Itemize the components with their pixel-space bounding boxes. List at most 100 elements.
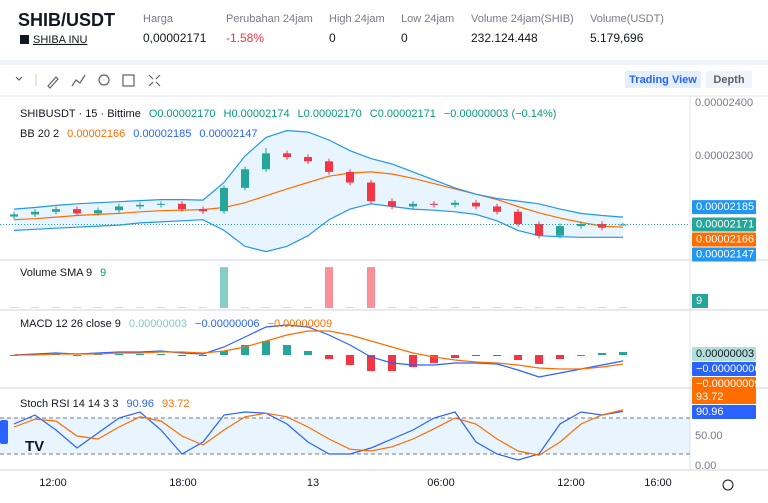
volume-bar	[451, 307, 459, 308]
candle-body	[409, 203, 417, 207]
volume-bar	[220, 267, 228, 308]
volume-bar	[94, 307, 102, 308]
candle-body	[220, 187, 228, 212]
legend-text: SHIBUSDT · 15 · Bittime	[20, 108, 141, 120]
y-tick-label: 0.00002400	[695, 97, 753, 109]
settings-icon[interactable]	[722, 479, 734, 491]
tab-label[interactable]: Depth	[713, 74, 744, 86]
fullscreen-icon[interactable]	[148, 74, 161, 87]
volume-bar	[10, 307, 18, 308]
x-tick-label: 13	[307, 477, 319, 489]
volume-bar	[577, 307, 585, 308]
macd-histogram	[409, 355, 417, 367]
settings-icon[interactable]	[98, 74, 110, 86]
legend-text: Volume SMA 9	[20, 267, 92, 279]
candle-body	[325, 161, 333, 172]
stat-value: -1.58%	[226, 31, 264, 45]
legend-text: 0.00002166	[67, 128, 125, 140]
price-tag	[692, 390, 756, 404]
candle-body	[451, 202, 459, 205]
volume-bar	[283, 307, 291, 308]
volume-bar	[619, 307, 627, 308]
price-tag	[692, 247, 756, 262]
macd-histogram	[346, 355, 354, 365]
macd-histogram	[241, 345, 249, 355]
macd-histogram	[136, 354, 144, 355]
candle-body	[472, 202, 480, 207]
price-tag	[692, 347, 756, 361]
save-icon[interactable]	[122, 74, 135, 87]
volume-bar	[346, 307, 354, 308]
coin-icon	[20, 35, 29, 44]
tab-depth[interactable]	[706, 71, 752, 88]
side-tab[interactable]	[0, 420, 8, 444]
price-tag	[692, 200, 756, 215]
y-tick-label: 0.00	[695, 460, 716, 472]
price-tag-label: 0.00002185	[696, 201, 754, 213]
band-line	[13, 203, 623, 253]
candle-body	[283, 153, 291, 158]
tab-trading-view[interactable]	[625, 71, 701, 88]
candle-body	[430, 203, 438, 205]
candle-body	[535, 223, 543, 236]
candle-body	[199, 209, 207, 212]
candle-body	[10, 214, 18, 217]
stat-value: 232.124.448	[471, 31, 538, 45]
y-tick-label: 50.00	[695, 430, 723, 442]
candle-body	[619, 224, 627, 226]
macd-histogram	[535, 355, 543, 364]
candle-body	[598, 223, 606, 228]
legend-text: −0.00000006	[195, 318, 260, 330]
candle-body	[577, 223, 585, 227]
indicator-icon[interactable]	[71, 74, 86, 87]
x-tick-label: 16:00	[644, 477, 672, 489]
x-tick-label: 06:00	[427, 477, 455, 489]
stoch-line	[13, 410, 624, 461]
coin-link[interactable]: SHIBA INU	[33, 34, 87, 46]
header-bar	[0, 0, 768, 60]
candle-body	[136, 204, 144, 207]
stat-label: Harga	[143, 13, 174, 25]
macd-histogram	[451, 355, 459, 358]
candle-body	[388, 201, 396, 207]
candle-body	[52, 209, 60, 212]
stat-value: 0	[329, 31, 336, 45]
volume-bar	[514, 307, 522, 308]
volume-bar	[52, 307, 60, 308]
stat-label: Low 24jam	[401, 13, 454, 25]
volume-bar	[535, 307, 543, 308]
price-tag-label: 0.00000003	[696, 348, 754, 360]
macd-histogram	[283, 345, 291, 355]
candle-body	[367, 182, 375, 202]
dropdown-icon[interactable]	[15, 76, 23, 81]
candle-body	[31, 211, 39, 215]
legend-text: 0.00000003	[129, 318, 187, 330]
stat-value: 0,00002171	[143, 31, 207, 45]
volume-bar	[598, 307, 606, 308]
candle-body	[94, 210, 102, 214]
candle-body	[556, 226, 564, 236]
price-tag-label: 0.00002147	[696, 248, 754, 260]
candle-body	[115, 206, 123, 211]
chart: 0.00002400 0.00002300 0.00002185 0.00002171…	[0, 95, 768, 489]
volume-bar	[472, 307, 480, 308]
macd-histogram	[619, 352, 627, 355]
legend-text: −0.00000003 (−0.14%)	[444, 108, 557, 120]
macd-histogram	[304, 351, 312, 355]
band-line	[13, 171, 624, 228]
legend-text: 9	[100, 267, 106, 279]
stat-label: Volume 24jam(SHIB)	[471, 13, 574, 25]
volume-bar	[388, 307, 396, 308]
candle-body	[178, 203, 186, 210]
volume-bar	[409, 307, 417, 308]
legend-text: H0.00002174	[224, 108, 290, 120]
draw-icon[interactable]	[47, 76, 59, 89]
volume-bar	[262, 307, 270, 308]
tab-label[interactable]: Trading View	[629, 74, 697, 86]
price-tag-label: 9	[696, 295, 702, 307]
price-tag-label: −0.00000006	[696, 363, 761, 375]
price-tag	[692, 217, 756, 232]
macd-histogram	[493, 355, 501, 356]
volume-bar	[304, 307, 312, 308]
